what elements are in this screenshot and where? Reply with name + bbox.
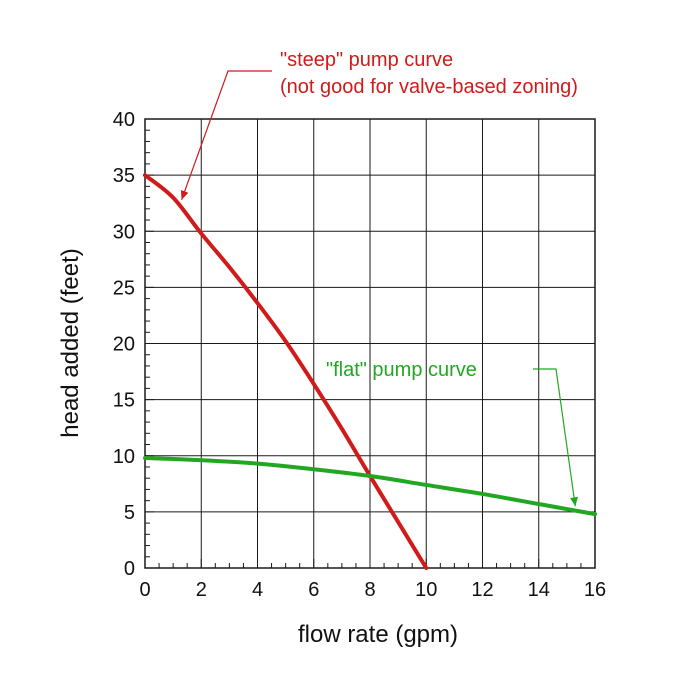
x-tick-label: 14 bbox=[528, 579, 550, 601]
steep-curve-annotation-arrow bbox=[180, 70, 272, 201]
flat-curve-annotation-text: "flat" pump curve bbox=[326, 359, 477, 381]
steep-curve-annotation-text: (not good for valve-based zoning) bbox=[280, 76, 578, 98]
series-layer bbox=[143, 173, 597, 570]
x-tick-label: 16 bbox=[584, 579, 606, 601]
x-tick-label: 2 bbox=[196, 579, 207, 601]
x-tick-label: 0 bbox=[139, 579, 150, 601]
annotations: "steep" pump curve (not good for valve-ba… bbox=[180, 49, 579, 507]
x-tick-label: 6 bbox=[308, 579, 319, 601]
y-tick-label: 35 bbox=[113, 165, 135, 187]
y-axis-title: head added (feet) bbox=[57, 248, 84, 437]
y-tick-label: 0 bbox=[124, 558, 135, 580]
steep-pump-curve-line bbox=[143, 173, 429, 570]
x-tick-label: 10 bbox=[415, 579, 437, 601]
y-tick-label: 40 bbox=[113, 109, 135, 131]
flat-curve-annotation-arrow bbox=[533, 368, 579, 507]
y-tick-label: 30 bbox=[113, 221, 135, 243]
y-tick-label: 25 bbox=[113, 277, 135, 299]
x-tick-label: 12 bbox=[471, 579, 493, 601]
tick-labels: 0 2 4 6 8 10 12 14 16 0 5 10 15 20 25 30 35 40 bbox=[113, 109, 606, 601]
x-tick-label: 8 bbox=[364, 579, 375, 601]
x-tick-label: 4 bbox=[252, 579, 263, 601]
y-tick-label: 10 bbox=[113, 446, 135, 468]
x-axis-title: flow rate (gpm) bbox=[298, 621, 458, 648]
y-tick-label: 15 bbox=[113, 390, 135, 412]
steep-curve-annotation-text: "steep" pump curve bbox=[280, 49, 453, 71]
y-tick-label: 20 bbox=[113, 334, 135, 356]
flat-pump-curve-line bbox=[143, 456, 597, 517]
y-tick-label: 5 bbox=[124, 502, 135, 524]
